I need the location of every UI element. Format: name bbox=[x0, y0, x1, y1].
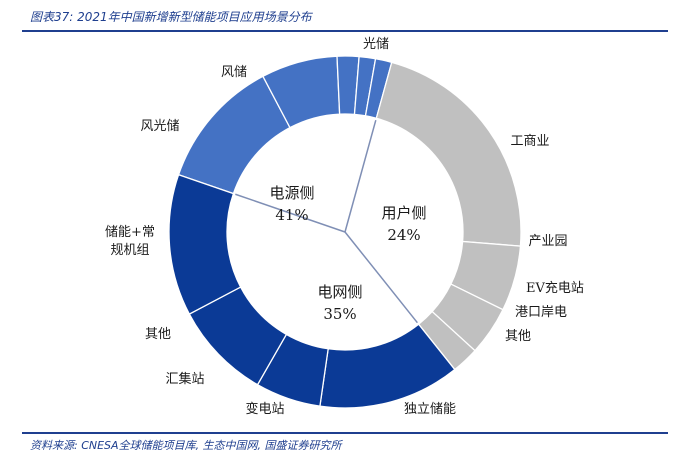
outer-ring bbox=[168, 55, 522, 409]
outer-label: 港口岸电 bbox=[515, 305, 567, 320]
outer-label-storage-conventional: 储能+常规机组 bbox=[105, 225, 155, 258]
outer-label: 汇集站 bbox=[165, 371, 204, 387]
figure-header: 图表37: 2021年中国新增新型储能项目应用场景分布 bbox=[22, 4, 668, 32]
center-labels: 电源侧 41% 用户侧 24% 电网侧 35% bbox=[269, 184, 426, 323]
source-note: 资料来源: CNESA全球储能项目库, 生态中国网, 国盛证券研究所 bbox=[30, 439, 342, 452]
outer-slice-power bbox=[168, 173, 242, 315]
inner-label: 用户侧 24% bbox=[381, 204, 426, 244]
inner-divider bbox=[344, 119, 377, 233]
figure-footer: 资料来源: CNESA全球储能项目库, 生态中国网, 国盛证券研究所 bbox=[22, 432, 668, 456]
outer-label: 其他 bbox=[505, 329, 531, 344]
outer-label: 光储 bbox=[363, 37, 389, 52]
chart-title: 图表37: 2021年中国新增新型储能项目应用场景分布 bbox=[30, 10, 312, 24]
outer-label: 其他 bbox=[145, 327, 171, 342]
outer-label: 工商业 bbox=[510, 134, 549, 149]
inner-label: 电源侧 41% bbox=[269, 184, 314, 224]
outer-label: EV充电站 bbox=[526, 280, 584, 296]
inner-ring bbox=[228, 115, 462, 349]
outer-label: 变电站 bbox=[245, 401, 284, 417]
outer-label: 产业园 bbox=[528, 234, 567, 249]
inner-divider bbox=[235, 193, 346, 233]
outer-label: 风储 bbox=[221, 65, 247, 80]
outer-label: 独立储能 bbox=[404, 402, 456, 417]
outer-label: 风光储 bbox=[140, 119, 179, 134]
inner-divider bbox=[344, 231, 418, 324]
inner-label: 电网侧 35% bbox=[317, 283, 362, 323]
